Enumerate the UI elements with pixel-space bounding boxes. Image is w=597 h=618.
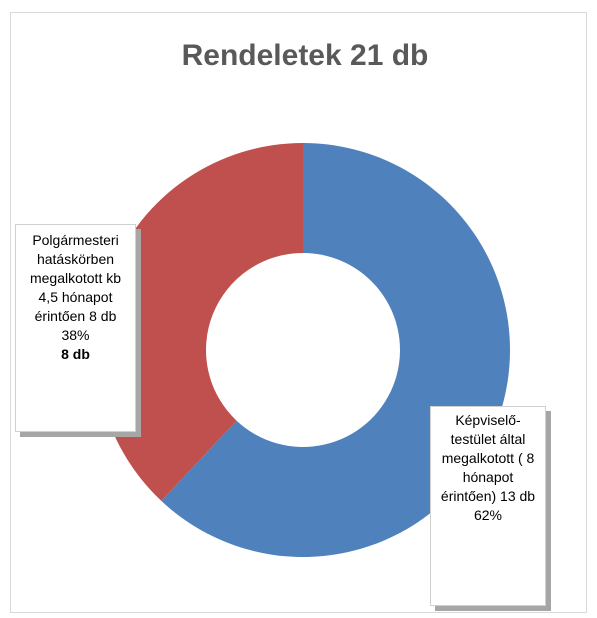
data-label: Polgármesteri hatáskörben megalkotott kb…: [15, 224, 136, 432]
chart-title: Rendeletek 21 db: [182, 39, 429, 72]
annotation: 8 db: [61, 346, 90, 362]
category-label: Képviselő-testület által megalkotott ( 8…: [440, 412, 536, 504]
donut-segment: [96, 143, 304, 501]
value-label: 62%: [473, 507, 503, 523]
value-label: 38%: [61, 327, 90, 343]
data-label: Képviselő-testület által megalkotott ( 8…: [430, 406, 546, 606]
category-label: Polgármesteri hatáskörben megalkotott kb…: [29, 232, 122, 324]
donut-segment: [161, 143, 511, 557]
